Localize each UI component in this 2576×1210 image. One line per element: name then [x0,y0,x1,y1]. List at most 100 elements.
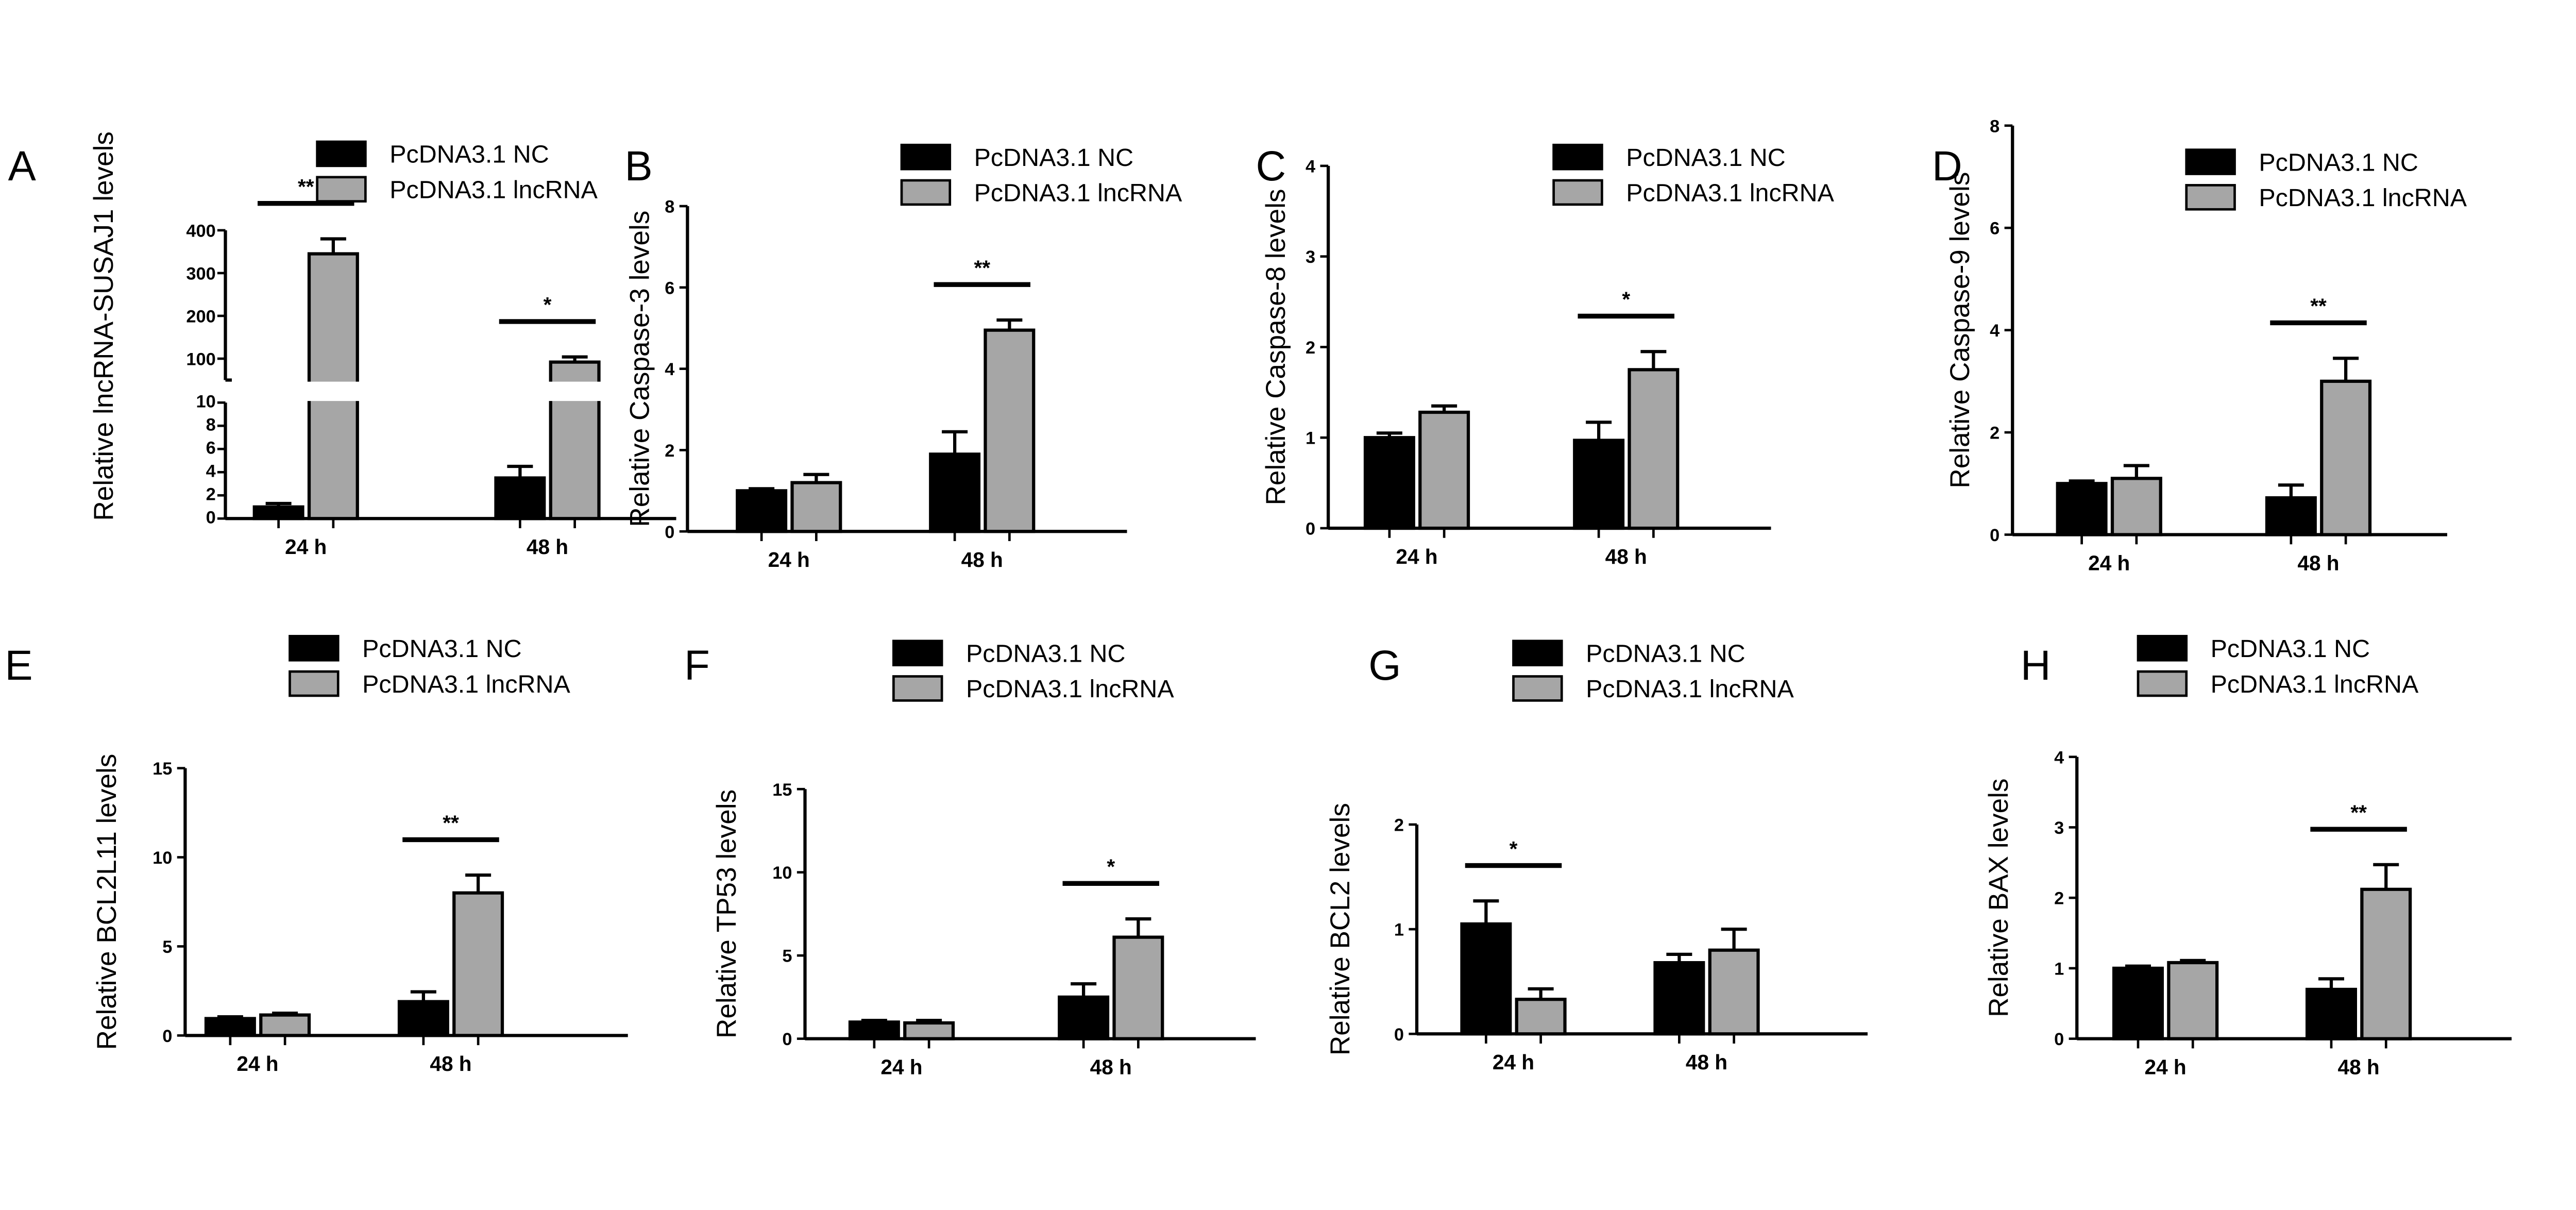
bar-nc [252,505,304,520]
x-tick-label: 48 h [1090,1055,1132,1079]
legend-label: PcDNA3.1 NC [966,640,1125,667]
y-tick-label: 4 [1990,321,1999,341]
bar-break [547,381,602,401]
y-tick-label: 1 [2054,959,2064,979]
legend-label: PcDNA3.1 NC [2259,148,2418,176]
legend-label: PcDNA3.1 lncRNA [1586,675,1794,703]
panel-letter: C [1256,143,1286,190]
legend-label: PcDNA3.1 lncRNA [974,179,1182,207]
panel-letter: F [684,642,710,689]
panel-letter: H [2021,642,2051,689]
y-axis-label: Relative Caspase-8 levels [1261,189,1291,505]
legend-label: PcDNA3.1 lncRNA [2211,670,2419,698]
panel-e: 0 5 10 15 Relative BCL2L11 levels E 24 h 48 h **… [5,635,628,1075]
y-tick-label: 5 [162,937,172,957]
x-tick-label: 24 h [285,535,327,559]
legend-swatch-nc [289,635,340,662]
x-tick-label: 24 h [2144,1055,2186,1079]
panel-h: 0 1 2 3 4 Relative BAX levels H 24 h 48 h ** PcDNA… [1984,635,2512,1079]
bar-lncrna [1418,410,1470,530]
y-tick-label: 2 [2054,889,2064,909]
bar-break [306,381,361,401]
bar-lncrna [1708,948,1760,1036]
bar-lncrna [2167,961,2219,1040]
y-tick-label: 15 [772,780,792,800]
panel-b: 0 2 4 6 8 Relative Caspase-3 levels B 24 h 48 h *… [624,143,1182,572]
legend-label: PcDNA3.1 lncRNA [2259,184,2467,212]
legend-swatch-lncrna [316,176,367,203]
y-tick-label: 2 [206,485,216,505]
legend-label: PcDNA3.1 lncRNA [362,670,570,698]
y-tick-label: 4 [665,360,674,379]
y-tick-label: 6 [206,439,216,458]
y-tick-label: 400 [186,221,215,241]
y-tick-label: 3 [1306,247,1315,267]
y-tick-label: 100 [186,349,215,369]
bar-nc [1363,436,1415,530]
y-axis-label: Relative BCL2L11 levels [92,754,122,1050]
bar-lncrna [984,328,1036,533]
panel-letter: D [1932,143,1962,190]
legend-swatch-nc [1552,143,1603,171]
x-tick-label: 24 h [1493,1050,1534,1074]
x-tick-label: 48 h [2337,1055,2379,1079]
x-tick-label: 48 h [430,1052,471,1075]
legend-swatch-lncrna [289,670,340,697]
legend-label: PcDNA3.1 NC [1586,640,1745,667]
legend-swatch-lncrna [900,179,952,206]
y-tick-label: 0 [206,508,216,528]
legend-swatch-lncrna [2137,670,2188,697]
bar-lncrna [452,891,504,1037]
legend-label: PcDNA3.1 lncRNA [1626,179,1834,207]
y-tick-label: 0 [782,1030,792,1049]
y-tick-label: 0 [665,523,674,542]
legend-swatch-nc [2137,635,2188,662]
y-tick-label: 2 [1394,816,1404,835]
panel-g: 0 1 2 Relative BCL2 levels G 24 h * 48 h PcDNA3.… [1325,640,1868,1074]
bar-nc [1460,922,1512,1036]
bar-nc [494,476,546,520]
significance-marker: * [1107,855,1115,879]
panel-letter: A [8,143,37,190]
y-tick-label: 2 [1990,424,1999,443]
legend-swatch-nc [892,640,943,666]
x-tick-label: 48 h [961,548,1003,572]
bar-nc [736,489,788,533]
y-tick-label: 2 [1306,338,1315,358]
legend-label: PcDNA3.1 NC [1626,144,1785,172]
legend-label: PcDNA3.1 lncRNA [966,675,1174,703]
y-tick-label: 10 [152,848,172,868]
y-tick-label: 15 [152,759,172,779]
significance-marker: * [544,293,552,316]
bar-nc [2112,966,2164,1040]
legend-swatch-lncrna [892,675,943,702]
significance-marker: * [1510,837,1518,861]
y-tick-label: 4 [206,462,216,481]
bar-nc [848,1020,900,1040]
bar-nc [1653,961,1705,1036]
legend-swatch-nc [316,140,367,167]
bar-lncrna [903,1021,955,1040]
y-tick-label: 6 [1990,219,1999,239]
legend-label: PcDNA3.1 NC [389,141,549,169]
y-tick-label: 3 [2054,818,2064,838]
bar-nc [1058,995,1110,1040]
x-tick-label: 48 h [1686,1050,1727,1074]
bar-nc [2265,496,2317,536]
bar-lncrna [1628,368,1680,530]
y-tick-label: 5 [782,947,792,966]
x-tick-label: 24 h [768,548,810,572]
y-tick-label: 200 [186,307,215,326]
significance-marker: ** [443,811,459,835]
y-tick-label: 1 [1306,429,1315,448]
y-tick-label: 6 [665,278,674,298]
legend-label: PcDNA3.1 NC [362,635,521,663]
bar-lncrna [1515,998,1567,1036]
y-tick-label: 4 [2054,748,2064,767]
bar-nc [204,1017,256,1037]
legend-swatch-nc [1512,640,1563,666]
panel-f: 0 5 10 15 Relative TP53 levels F 24 h 48 h * PcDN… [684,640,1256,1079]
x-tick-label: 24 h [2088,551,2130,575]
y-tick-label: 1 [1394,920,1404,940]
